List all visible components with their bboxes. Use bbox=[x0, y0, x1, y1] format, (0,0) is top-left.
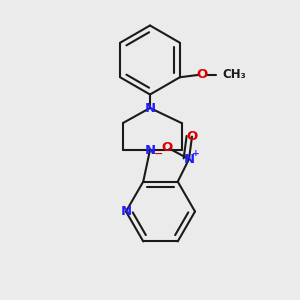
Text: N: N bbox=[183, 153, 195, 166]
Text: N: N bbox=[120, 205, 132, 218]
Text: CH₃: CH₃ bbox=[222, 68, 246, 81]
Text: −: − bbox=[154, 149, 164, 159]
Text: O: O bbox=[197, 68, 208, 81]
Text: O: O bbox=[186, 130, 198, 143]
Text: N: N bbox=[144, 143, 156, 157]
Text: +: + bbox=[192, 149, 200, 158]
Text: N: N bbox=[144, 101, 156, 115]
Text: O: O bbox=[161, 141, 172, 154]
